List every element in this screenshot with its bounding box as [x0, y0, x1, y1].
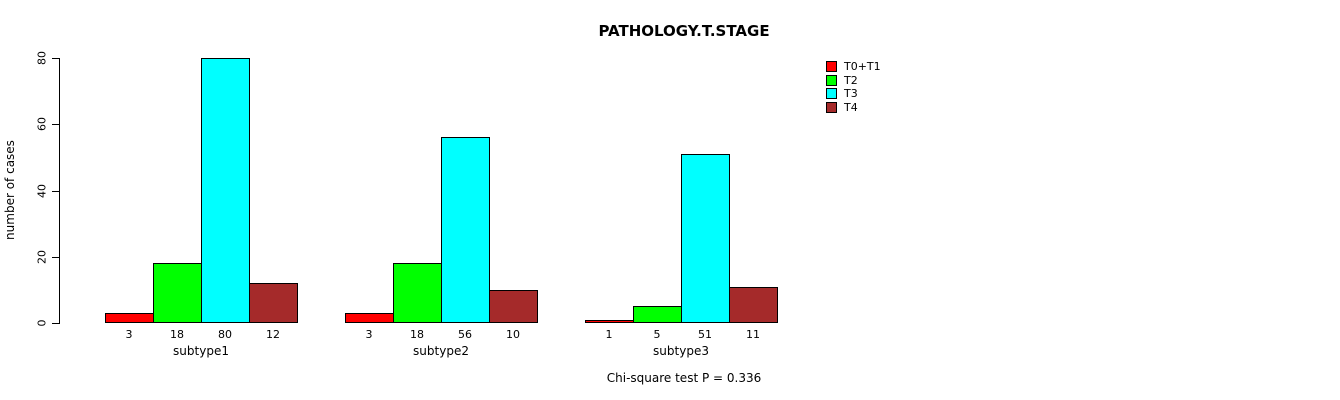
- bar-subtype1-T2: [153, 263, 202, 323]
- bar-value-label: 80: [218, 328, 232, 341]
- bar-value-label: 5: [653, 328, 661, 341]
- bar-subtype2-T2: [393, 263, 442, 323]
- bar-value-label: 12: [266, 328, 280, 341]
- bar-subtype1-T0+T1: [105, 313, 154, 323]
- legend-label: T2: [844, 73, 858, 87]
- bar-subtype3-T2: [633, 306, 682, 323]
- chi-square-annotation: Chi-square test P = 0.336: [606, 371, 762, 385]
- legend-swatch-icon: [826, 101, 837, 113]
- legend-item-T2: T2: [826, 74, 881, 88]
- legend-item-T3: T3: [826, 87, 881, 101]
- y-tick-mark: [52, 190, 59, 192]
- bar-subtype2-T3: [441, 137, 490, 323]
- legend-label: T0+T1: [844, 60, 881, 74]
- y-tick-mark: [52, 124, 59, 126]
- bar-subtype3-T0+T1: [585, 320, 634, 323]
- y-tick-label: 20: [35, 249, 49, 264]
- bar-value-label: 3: [365, 328, 373, 341]
- y-axis-line: [59, 58, 60, 324]
- bar-value-label: 56: [458, 328, 472, 341]
- bar-subtype1-T3: [201, 58, 250, 323]
- y-tick-mark: [52, 323, 59, 324]
- legend-label: T3: [844, 87, 858, 101]
- y-tick-label: 60: [35, 117, 49, 132]
- bar-subtype2-T0+T1: [345, 313, 394, 323]
- bar-value-label: 3: [125, 328, 133, 341]
- category-label-subtype1: subtype1: [173, 344, 229, 358]
- bar-subtype3-T4: [729, 287, 778, 323]
- category-label-subtype3: subtype3: [653, 344, 709, 358]
- legend-swatch-icon: [826, 61, 837, 73]
- legend-swatch-icon: [826, 74, 837, 86]
- legend-swatch-icon: [826, 88, 837, 100]
- bar-value-label: 11: [746, 328, 760, 341]
- y-tick-label: 0: [35, 319, 49, 327]
- y-tick-label: 80: [35, 51, 49, 65]
- bar-value-label: 1: [605, 328, 613, 341]
- y-tick-label: 40: [35, 183, 49, 198]
- bar-value-label: 18: [410, 328, 424, 341]
- bar-subtype2-T4: [489, 290, 538, 323]
- bar-subtype3-T3: [681, 154, 730, 323]
- legend-label: T4: [844, 100, 858, 114]
- bar-value-label: 18: [170, 328, 184, 341]
- y-tick-mark: [52, 58, 59, 59]
- chart-title: PATHOLOGY.T.STAGE: [598, 22, 770, 40]
- y-axis-label: number of cases: [3, 140, 17, 240]
- legend-item-T0+T1: T0+T1: [826, 60, 881, 74]
- bar-subtype1-T4: [249, 283, 298, 323]
- legend-item-T4: T4: [826, 101, 881, 115]
- legend: T0+T1 T2 T3 T4: [826, 60, 881, 114]
- y-tick-mark: [52, 256, 59, 258]
- bar-value-label: 51: [698, 328, 712, 341]
- category-label-subtype2: subtype2: [413, 344, 469, 358]
- bar-value-label: 10: [506, 328, 520, 341]
